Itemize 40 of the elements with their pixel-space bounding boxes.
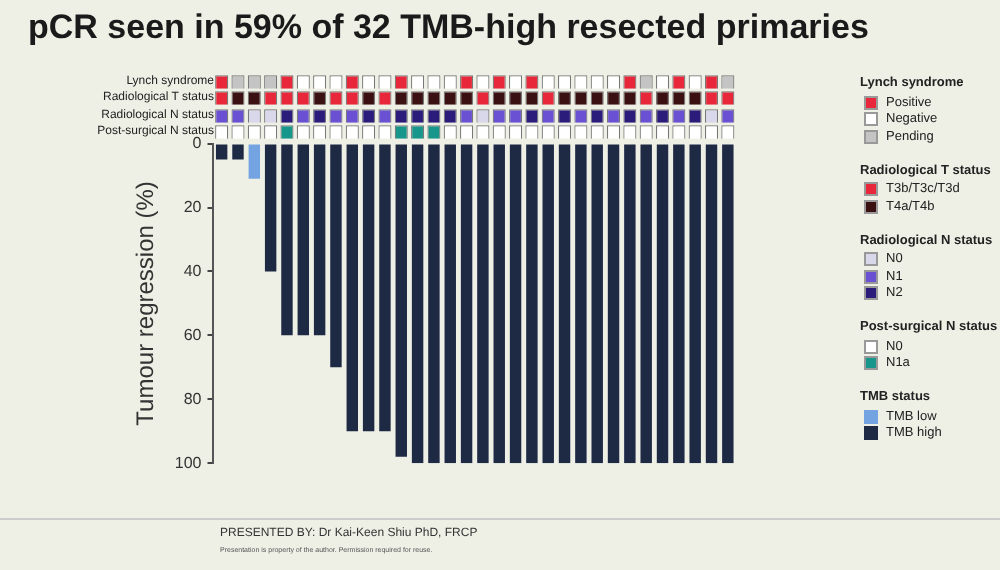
bar — [591, 144, 603, 464]
bar — [281, 144, 293, 336]
bar — [313, 144, 326, 336]
bar — [379, 144, 391, 432]
bar — [656, 144, 669, 464]
bar — [705, 144, 718, 464]
bar — [575, 144, 587, 464]
bar — [640, 144, 652, 464]
bar — [558, 144, 571, 464]
y-tick-label: 20 — [183, 197, 203, 216]
bar — [673, 144, 685, 464]
y-tick-label: 60 — [183, 325, 203, 344]
bar — [346, 144, 358, 432]
bar — [215, 144, 228, 160]
bar — [722, 144, 734, 464]
bar — [428, 144, 440, 464]
bar — [624, 144, 636, 464]
y-axis-title: Tumour regression (%) — [131, 181, 160, 426]
bar — [248, 144, 261, 179]
bar — [362, 144, 375, 432]
y-tick-label: 100 — [174, 453, 203, 472]
bar — [493, 144, 505, 464]
y-tick-label: 40 — [183, 261, 203, 280]
bar — [509, 144, 522, 464]
y-tick-label: 80 — [183, 389, 203, 408]
bar — [330, 144, 342, 368]
bar — [297, 144, 310, 336]
y-tick-label: 0 — [192, 134, 203, 153]
bar — [232, 144, 244, 160]
bar — [542, 144, 554, 464]
bar — [477, 144, 489, 464]
chart-title: pCR seen in 59% of 32 TMB-high resected primaries — [28, 8, 869, 48]
bar — [460, 144, 473, 464]
bar — [526, 144, 538, 464]
bar — [395, 144, 407, 457]
bar — [264, 144, 277, 272]
bar — [444, 144, 456, 464]
bar — [607, 144, 620, 464]
bar — [411, 144, 424, 464]
bar — [689, 144, 701, 464]
